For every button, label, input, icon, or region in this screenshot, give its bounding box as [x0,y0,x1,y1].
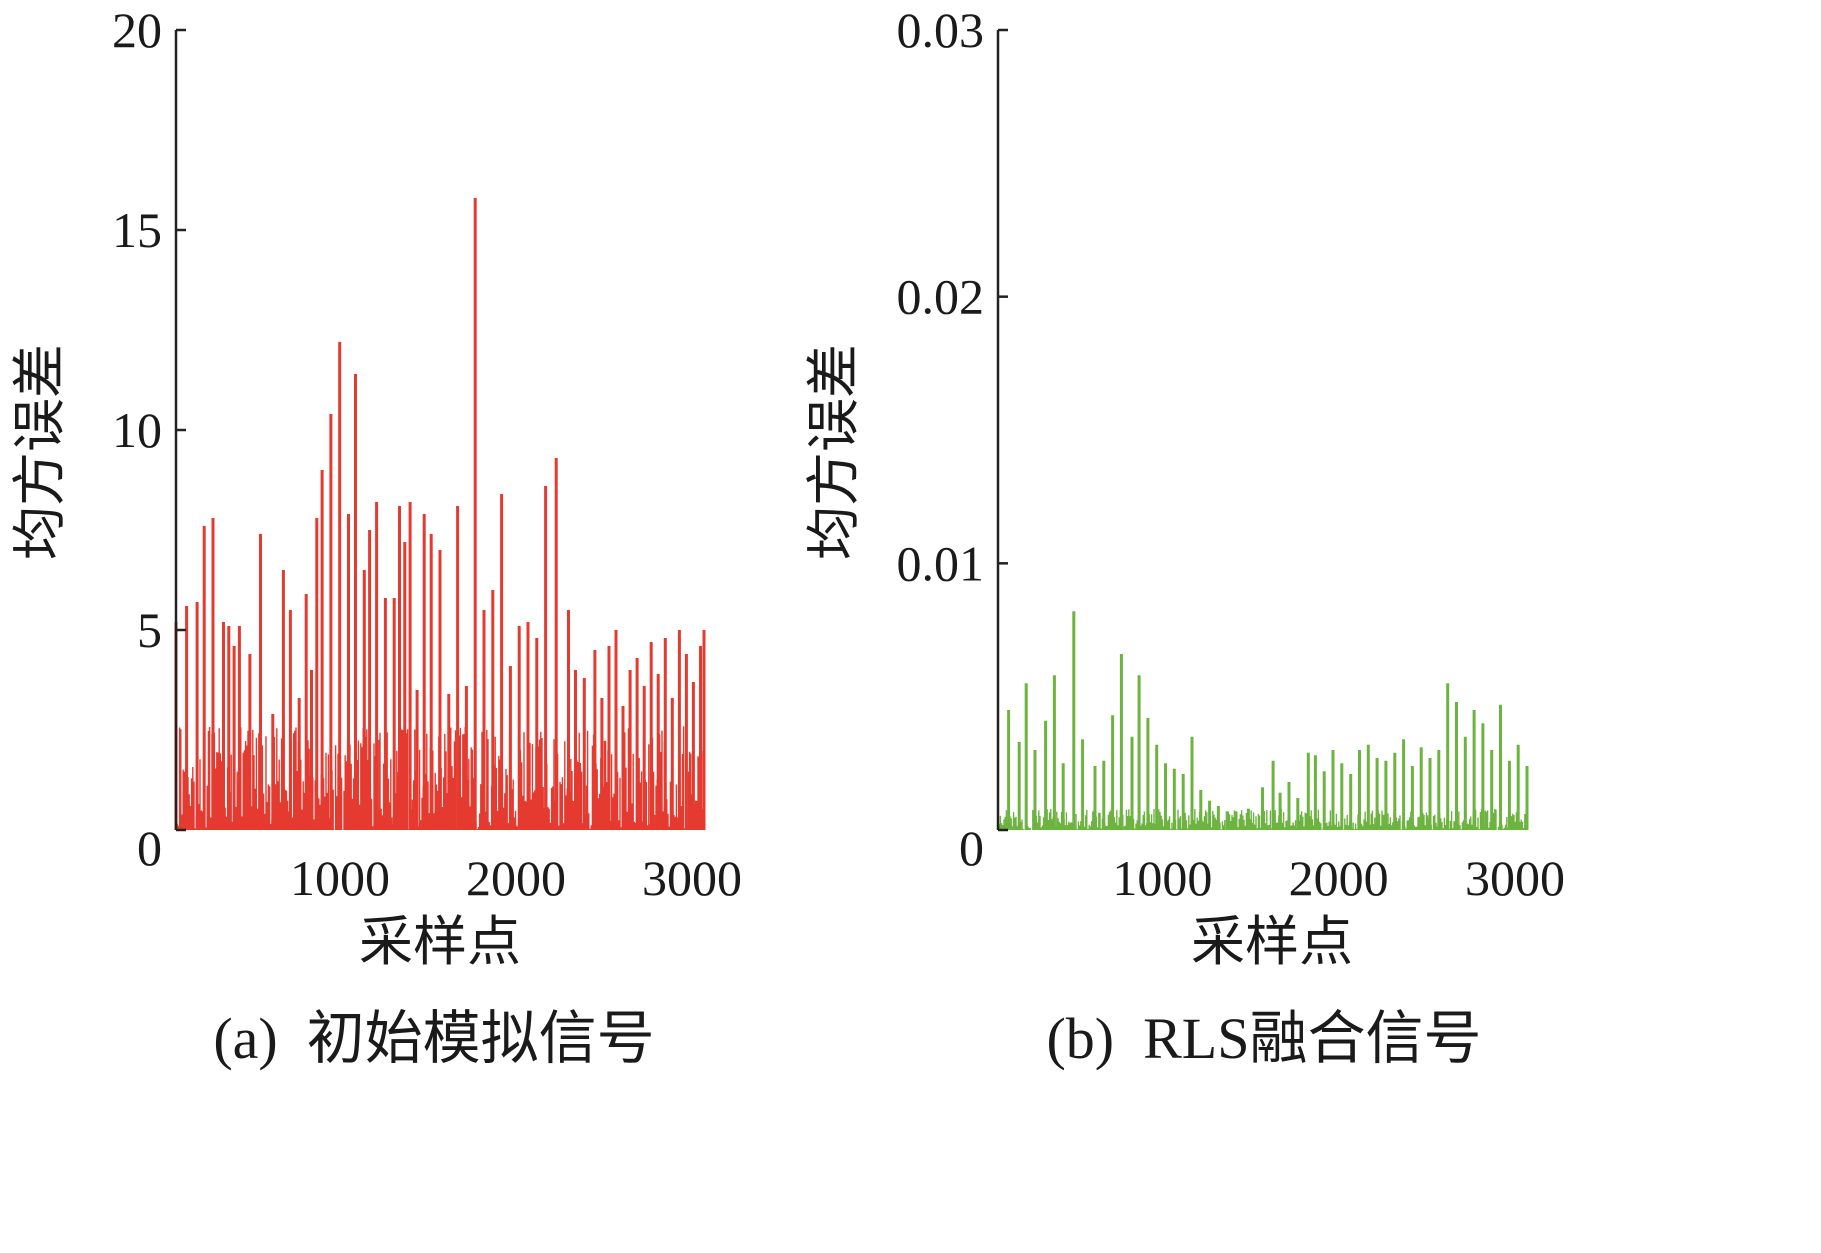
panel-a-plot-area [174,198,706,830]
x-tick-label: 1000 [290,850,390,906]
panel-b-plot-area [997,611,1529,830]
y-tick-label: 0.01 [897,535,985,591]
panel-a-caption: (a) 初始模拟信号 [213,1006,654,1071]
panel-b-chart: 0 0.01 0.02 0.03 1000 2000 3000 均方误差 采样点 (b) R… [804,2,1565,1071]
x-tick-label: 1000 [1112,850,1212,906]
panel-a-x-axis-label: 采样点 [359,912,521,972]
x-tick-label: 3000 [1465,850,1565,906]
y-tick-label: 20 [112,2,162,58]
panel-b-x-axis-label: 采样点 [1191,912,1353,972]
panel-b-axes: 0 0.01 0.02 0.03 1000 2000 3000 [897,2,1566,906]
y-tick-label: 0 [959,820,984,876]
y-tick-label: 0.02 [897,269,985,325]
y-tick-label: 15 [112,202,162,258]
y-tick-label: 0.03 [897,2,985,58]
panel-b-caption: (b) RLS融合信号 [1046,1006,1481,1071]
y-tick-label: 0 [137,820,162,876]
panel-b-y-axis-label: 均方误差 [804,344,864,560]
x-tick-label: 2000 [1289,850,1389,906]
panel-a-axes: 0 5 10 15 20 1000 2000 3000 [112,2,742,906]
panel-a-chart: 0 5 10 15 20 1000 2000 3000 均方误差 采样点 (a) 初始模拟信号 [10,2,742,1071]
panel-a-y-axis-label: 均方误差 [10,344,70,560]
y-tick-label: 10 [112,402,162,458]
x-tick-label: 2000 [466,850,566,906]
y-tick-label: 5 [137,602,162,658]
x-tick-label: 3000 [642,850,742,906]
